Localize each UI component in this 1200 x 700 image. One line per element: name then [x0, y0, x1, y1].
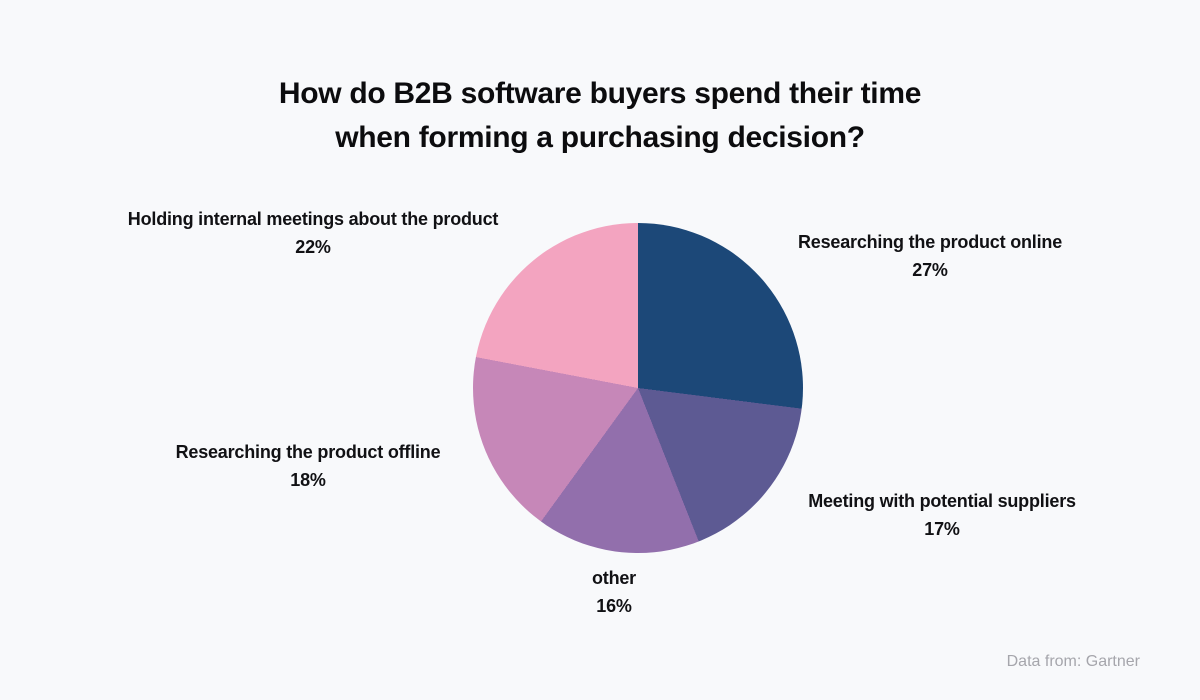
chart-title-line-1: How do B2B software buyers spend their t…	[278, 77, 922, 110]
slice-name: Holding internal meetings about the prod…	[127, 209, 499, 229]
slice-percentage: 18%	[290, 470, 326, 490]
chart-title-line-2: when forming a purchasing decision?	[335, 121, 865, 154]
slice-name: other	[591, 568, 637, 588]
slice-label-researching-offline: Researching the product offline 18%	[176, 439, 441, 494]
slice-label-other: other 16%	[592, 565, 636, 620]
slice-label-holding-meetings: Holding internal meetings about the prod…	[127, 206, 499, 261]
chart-title: How do B2B software buyers spend their t…	[0, 72, 1200, 160]
pie-chart	[473, 223, 803, 553]
slice-label-meeting-suppliers: Meeting with potential suppliers 17%	[808, 488, 1076, 543]
data-source-note: Data from: Gartner	[1006, 653, 1140, 670]
slice-name: Meeting with potential suppliers	[808, 491, 1076, 511]
slice-percentage: 17%	[924, 519, 960, 539]
slice-percentage: 27%	[912, 260, 948, 280]
slice-label-researching-online: Researching the product online 27%	[798, 229, 1062, 284]
slice-name: Researching the product online	[797, 232, 1063, 252]
slice-name: Researching the product offline	[175, 442, 441, 462]
slice-percentage: 22%	[295, 237, 331, 257]
slice-percentage: 16%	[596, 596, 632, 616]
